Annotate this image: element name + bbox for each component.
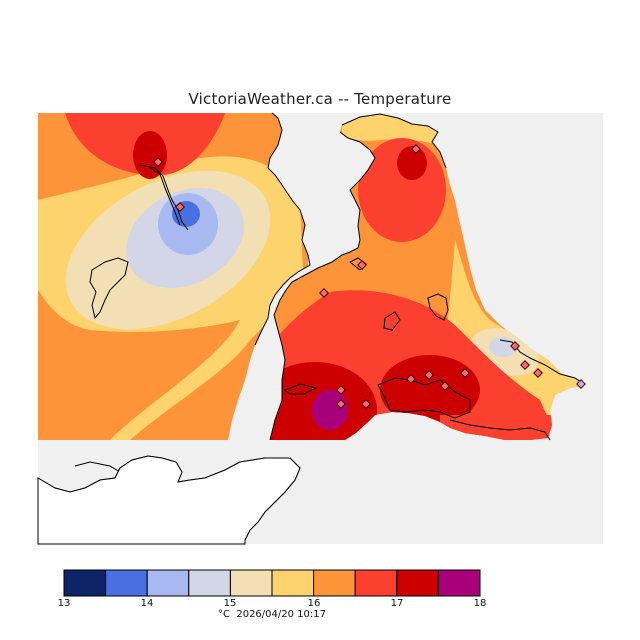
legend-unit: °C	[218, 609, 230, 620]
station-marker	[406, 374, 416, 384]
station-marker	[357, 260, 367, 270]
legend-swatch	[271, 569, 315, 597]
legend-tick-label: 18	[473, 598, 487, 609]
station-marker	[510, 341, 520, 351]
station-marker	[336, 399, 346, 409]
legend-caption: °C 2026/04/20 10:17	[0, 609, 544, 620]
map-title: VictoriaWeather.ca -- Temperature	[188, 90, 452, 108]
station-marker	[440, 381, 450, 391]
legend-tick-label: 13	[57, 598, 71, 609]
legend-swatch	[105, 569, 148, 597]
legend-swatch	[63, 569, 107, 597]
station-marker	[460, 368, 470, 378]
legend-colorbar	[63, 569, 481, 597]
legend-swatch	[354, 569, 398, 597]
station-marker	[576, 379, 586, 389]
west-temperature-field	[38, 113, 310, 440]
station-marker	[319, 288, 329, 298]
station-marker	[424, 370, 434, 380]
legend-tick-label: 15	[223, 598, 237, 609]
legend-timestamp: 2026/04/20 10:17	[236, 609, 326, 620]
legend-swatch	[396, 569, 439, 597]
station-marker	[153, 157, 163, 167]
legend-swatch	[188, 569, 231, 597]
station-marker	[533, 368, 543, 378]
legend-swatch	[437, 569, 481, 597]
legend-tick-label: 16	[307, 598, 321, 609]
southern-landmass	[37, 455, 301, 545]
station-marker	[411, 144, 421, 154]
legend-swatch	[313, 569, 356, 597]
station-marker	[520, 360, 530, 370]
legend-tick-label: 17	[390, 598, 404, 609]
legend-tick-label: 14	[140, 598, 154, 609]
station-markers	[153, 144, 586, 409]
station-marker	[361, 399, 371, 409]
station-marker	[175, 202, 185, 212]
legend-swatch	[146, 569, 190, 597]
station-marker	[336, 385, 346, 395]
legend-swatch	[229, 569, 273, 597]
